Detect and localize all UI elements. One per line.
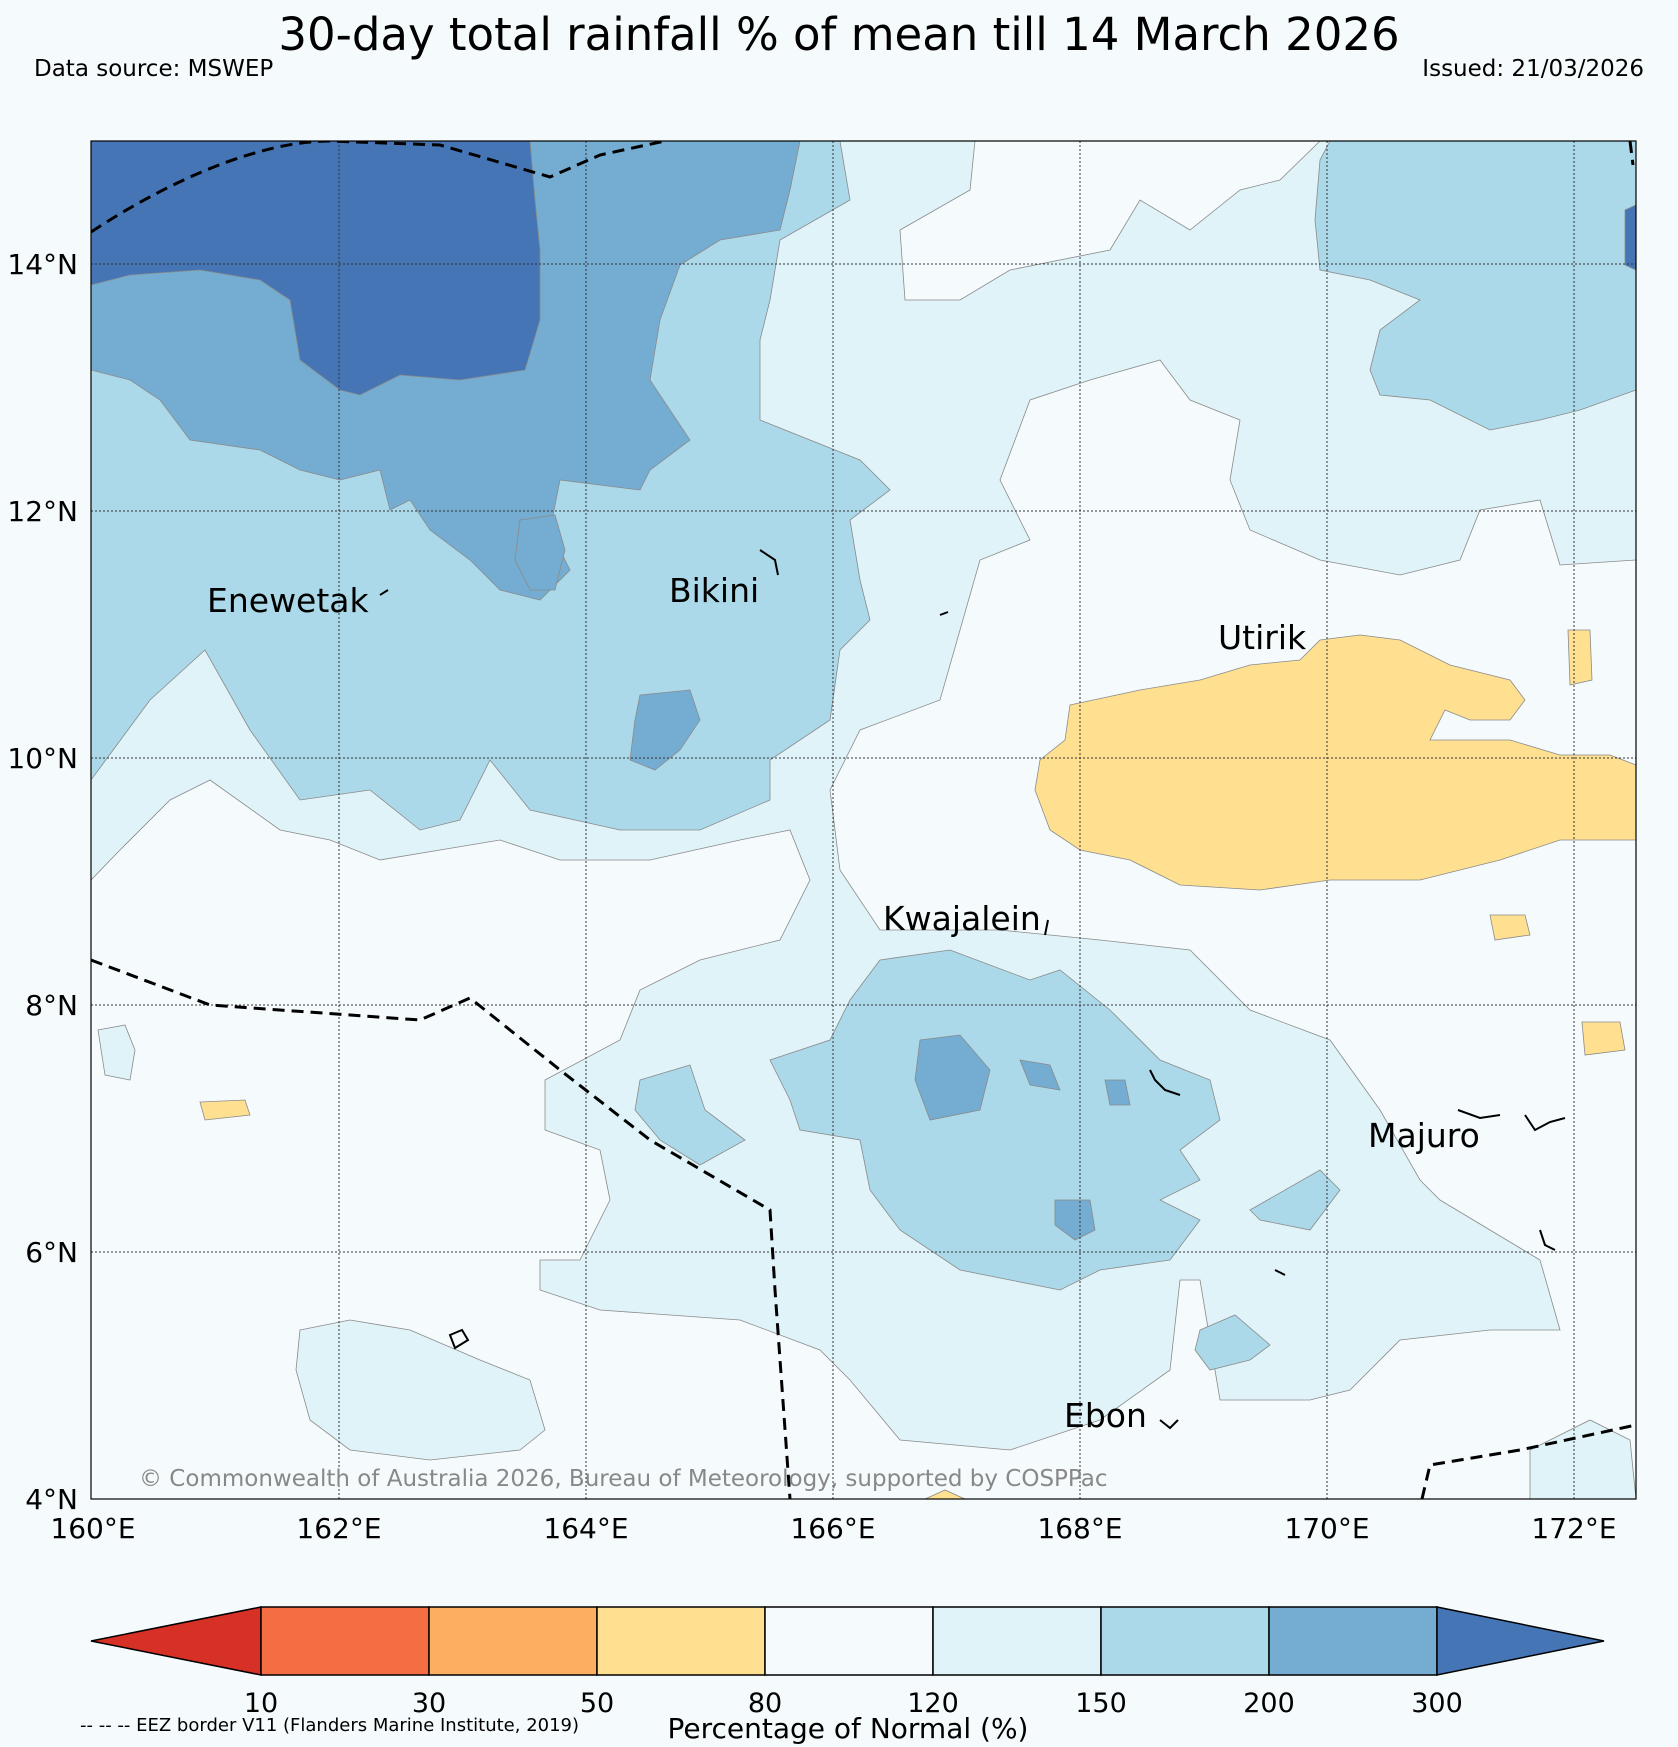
colorbar-label: Percentage of Normal (%) (668, 1712, 1029, 1745)
region-50-80-small-5 (924, 1489, 966, 1499)
eez-borders (91, 141, 1636, 1499)
region-50-80-small-3 (1581, 1021, 1626, 1056)
region-150-200-east (1249, 1169, 1341, 1231)
eez-note: -- -- -- EEZ border V11 (Flanders Marine… (80, 1715, 579, 1736)
y-tick-label: 4°N (25, 1483, 78, 1516)
colorbar-extend-low (90, 1606, 262, 1676)
x-tick-label: 170°E (1284, 1512, 1369, 1545)
gridlines (91, 141, 1636, 1499)
region-50-80 (1034, 634, 1636, 891)
x-tick-label: 172°E (1531, 1512, 1616, 1545)
colorbar-bin (1100, 1606, 1270, 1676)
coastlines (379, 549, 1566, 1430)
y-tick-label: 8°N (25, 989, 78, 1022)
y-tick-label: 10°N (7, 742, 78, 775)
place-label-bikini: Bikini (669, 571, 759, 610)
x-tick-label: 162°E (296, 1512, 381, 1545)
place-label-enewetak: Enewetak (207, 581, 370, 620)
region-50-80-small-1 (1567, 629, 1593, 686)
x-tick-label: 164°E (543, 1512, 628, 1545)
issued-date: Issued: 21/03/2026 (1422, 56, 1644, 82)
x-tick-label: 166°E (790, 1512, 875, 1545)
colorbar (90, 1606, 1605, 1676)
place-label-kwajalein: Kwajalein (883, 899, 1041, 938)
colorbar-bin (596, 1606, 766, 1676)
region-50-80-small-4 (199, 1099, 251, 1121)
region-200-300-small-1 (1019, 1059, 1061, 1091)
colorbar-bin (428, 1606, 598, 1676)
copyright-text: © Commonwealth of Australia 2026, Bureau… (139, 1466, 1108, 1492)
region-50-80-small-2 (1489, 914, 1531, 941)
region-150-200-ne (1314, 141, 1636, 431)
colorbar-tick-label: 30 (412, 1688, 446, 1719)
place-label-utirik: Utirik (1218, 618, 1307, 657)
colorbar-tick-label: 10 (244, 1688, 278, 1719)
colorbar-tick-label: 120 (907, 1688, 959, 1719)
y-tick-label: 14°N (7, 248, 78, 281)
place-label-majuro: Majuro (1368, 1116, 1480, 1155)
place-label-ebon: Ebon (1064, 1396, 1147, 1435)
region-120-150-left-blob (295, 1319, 546, 1461)
map-frame (90, 140, 1637, 1500)
region-120-150-small (97, 1024, 136, 1081)
colorbar-bin (932, 1606, 1102, 1676)
data-source: Data source: MSWEP (34, 56, 274, 82)
colorbar-bin (764, 1606, 934, 1676)
y-tick-label: 6°N (25, 1236, 78, 1269)
region-120-150-se (1529, 1419, 1636, 1499)
region-200-300-mid (514, 514, 566, 591)
colorbar-tick-label: 300 (1411, 1688, 1463, 1719)
region-200-300-south (914, 1034, 991, 1121)
colorbar-bin (260, 1606, 430, 1676)
region-200-300-small-2 (1104, 1079, 1131, 1106)
region-150-200-west (634, 1064, 746, 1166)
region-over-300-ne (1624, 204, 1636, 271)
colorbar-bin (1268, 1606, 1438, 1676)
region-150-200-se (1194, 1314, 1271, 1371)
colorbar-tick-label: 80 (748, 1688, 782, 1719)
colorbar-tick-label: 50 (580, 1688, 614, 1719)
region-200-300-bikini (629, 689, 701, 771)
colorbar-extend-high (1436, 1606, 1605, 1676)
colorbar-tick-label: 150 (1075, 1688, 1127, 1719)
x-tick-label: 160°E (50, 1512, 135, 1545)
colorbar-tick-label: 200 (1243, 1688, 1295, 1719)
region-200-300-small-3 (1054, 1199, 1096, 1241)
x-tick-label: 168°E (1037, 1512, 1122, 1545)
region-150-200-south (769, 949, 1221, 1291)
y-tick-label: 12°N (7, 495, 78, 528)
map-title: 30-day total rainfall % of mean till 14 … (278, 8, 1400, 61)
region-over-300 (91, 141, 541, 396)
